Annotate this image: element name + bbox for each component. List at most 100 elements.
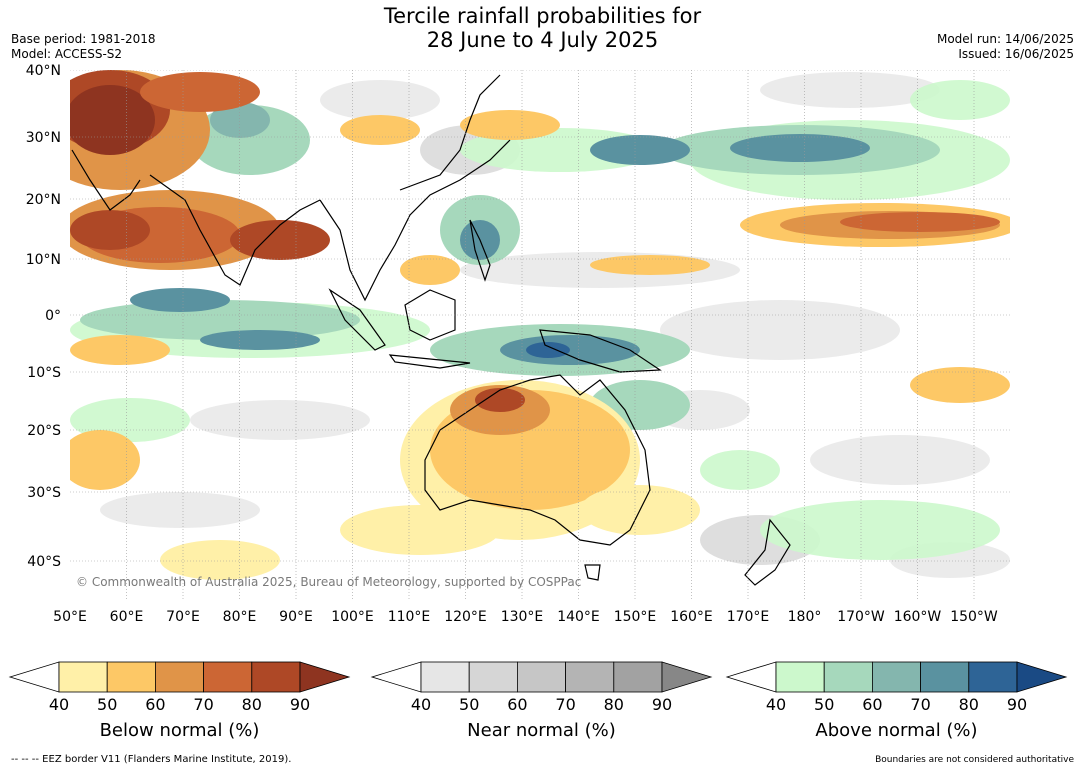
- latitude-labels: 40°N 30°N 20°N 10°N 0° 10°S 20°S 30°S 40°S: [26, 63, 61, 570]
- colorbar-tick-label: 80: [959, 695, 979, 714]
- tasmania-coastline: [584, 564, 601, 581]
- latitude-label: 20°S: [27, 423, 61, 439]
- legend-colorbars: 40 50 60 70 80 90 Below normal (%) 40 50 60 70 80 90…: [8, 661, 1068, 741]
- colorbar-tick-label: 50: [459, 695, 479, 714]
- latitude-label: 0°: [45, 308, 61, 324]
- colorbar-tick-label: 40: [49, 695, 69, 714]
- metadata-left: Base period: 1981-2018 Model: ACCESS-S2: [11, 32, 156, 62]
- colorbar-over-triangle: [299, 661, 351, 693]
- latitude-label: 20°N: [26, 192, 61, 208]
- graticule: [70, 70, 1010, 600]
- colorbar-over-triangle: [1016, 661, 1068, 693]
- longitude-label: 150°E: [614, 609, 657, 625]
- colorbar-segment: [203, 661, 253, 693]
- colorbar-segment: [468, 661, 518, 693]
- australia-coastline: [424, 374, 651, 546]
- issued-text: Issued: 16/06/2025: [958, 47, 1074, 61]
- latitude-label: 30°S: [27, 485, 61, 501]
- colorbar-segment: [154, 661, 204, 693]
- arabia-coastline: [71, 149, 141, 211]
- model-run-text: Model run: 14/06/2025: [936, 32, 1074, 46]
- colorbar-1: 40 50 60 70 80 90 Below normal (%): [8, 661, 351, 741]
- longitude-label: 160°W: [894, 609, 942, 625]
- colorbar-title: Below normal (%): [100, 720, 260, 741]
- colorbar-segment: [420, 661, 470, 693]
- colorbar-tick-label: 70: [193, 695, 213, 714]
- colorbar-tick-label: 70: [555, 695, 575, 714]
- longitude-label: 170°W: [837, 609, 885, 625]
- colorbar-tick-label: 90: [652, 695, 672, 714]
- colorbar-title: Above normal (%): [815, 720, 977, 741]
- colorbar-segment: [968, 661, 1018, 693]
- title-line-2: 28 June to 4 July 2025: [426, 28, 659, 52]
- colorbar-tick-label: 50: [814, 695, 834, 714]
- colorbar-under-triangle: [370, 661, 422, 693]
- colorbar-tick-label: 90: [290, 695, 310, 714]
- model-text: Model: ACCESS-S2: [11, 47, 123, 61]
- longitude-label: 170°E: [727, 609, 770, 625]
- india-coastline: [149, 174, 321, 286]
- metadata-right: Model run: 14/06/2025 Issued: 16/06/2025: [937, 32, 1074, 62]
- colorbar-3: 40 50 60 70 80 90 Above normal (%): [725, 661, 1068, 741]
- colorbar-segment: [823, 661, 873, 693]
- colorbar-segment: [251, 661, 301, 693]
- java-coastline: [388, 354, 471, 369]
- colorbar-under-triangle: [8, 661, 60, 693]
- probability-field: [70, 70, 1010, 580]
- copyright-text: © Commonwealth of Australia 2025, Bureau…: [76, 575, 581, 589]
- sumatra-coastline: [328, 288, 386, 351]
- colorbar-tick-label: 60: [862, 695, 882, 714]
- colorbar-tick-label: 40: [766, 695, 786, 714]
- longitude-label: 150°W: [950, 609, 998, 625]
- east-asia-coastline: [399, 74, 501, 191]
- borneo-coastline: [404, 289, 456, 341]
- longitude-label: 130°E: [501, 609, 544, 625]
- longitude-label: 70°E: [166, 609, 200, 625]
- colorbar-tick-label: 60: [145, 695, 165, 714]
- longitude-labels: 50°E 60°E 70°E 80°E 90°E 100°E 110°E 120°E 130°E…: [53, 609, 998, 625]
- map-title: Tercile rainfall probabilities for 28 Ju…: [0, 4, 1085, 52]
- colorbar-tick-label: 70: [910, 695, 930, 714]
- colorbar-segment: [872, 661, 922, 693]
- longitude-label: 90°E: [279, 609, 313, 625]
- title-line-1: Tercile rainfall probabilities for: [383, 4, 702, 28]
- longitude-label: 80°E: [223, 609, 257, 625]
- latitude-label: 40°N: [26, 63, 61, 79]
- colorbar-tick-label: 90: [1007, 695, 1027, 714]
- boundaries-disclaimer: Boundaries are not considered authoritat…: [875, 755, 1074, 765]
- colorbar-tick-label: 50: [97, 695, 117, 714]
- longitude-label: 120°E: [444, 609, 487, 625]
- colorbar-tick-label: 40: [411, 695, 431, 714]
- colorbar-under-triangle: [725, 661, 777, 693]
- colorbar-segment: [613, 661, 663, 693]
- coastlines: [71, 74, 791, 586]
- colorbar-segment: [58, 661, 108, 693]
- colorbar-segment: [565, 661, 615, 693]
- eez-border-note: -- -- -- EEZ border V11 (Flanders Marine…: [11, 754, 292, 765]
- colorbar-tick-label: 60: [507, 695, 527, 714]
- new-zealand-coastline: [744, 518, 791, 586]
- colorbar-segment: [106, 661, 156, 693]
- colorbar-segment: [920, 661, 970, 693]
- colorbar-title: Near normal (%): [467, 720, 616, 741]
- longitude-label: 160°E: [670, 609, 713, 625]
- longitude-label: 60°E: [110, 609, 144, 625]
- philippines-coastline: [469, 219, 491, 282]
- latitude-label: 10°S: [27, 365, 61, 381]
- colorbar-over-triangle: [661, 661, 713, 693]
- longitude-label: 110°E: [388, 609, 431, 625]
- latitude-label: 30°N: [26, 130, 61, 146]
- latitude-label: 40°S: [27, 554, 61, 570]
- colorbar-tick-label: 80: [604, 695, 624, 714]
- colorbar-2: 40 50 60 70 80 90 Near normal (%): [370, 661, 713, 741]
- longitude-label: 140°E: [557, 609, 600, 625]
- colorbar-segment: [517, 661, 567, 693]
- base-period-text: Base period: 1981-2018: [11, 32, 156, 46]
- longitude-label: 100°E: [331, 609, 374, 625]
- longitude-label: 50°E: [53, 609, 87, 625]
- new-guinea-coastline: [539, 329, 662, 373]
- longitude-label: 180°: [788, 609, 822, 625]
- colorbar-segment: [775, 661, 825, 693]
- colorbar-tick-label: 80: [242, 695, 262, 714]
